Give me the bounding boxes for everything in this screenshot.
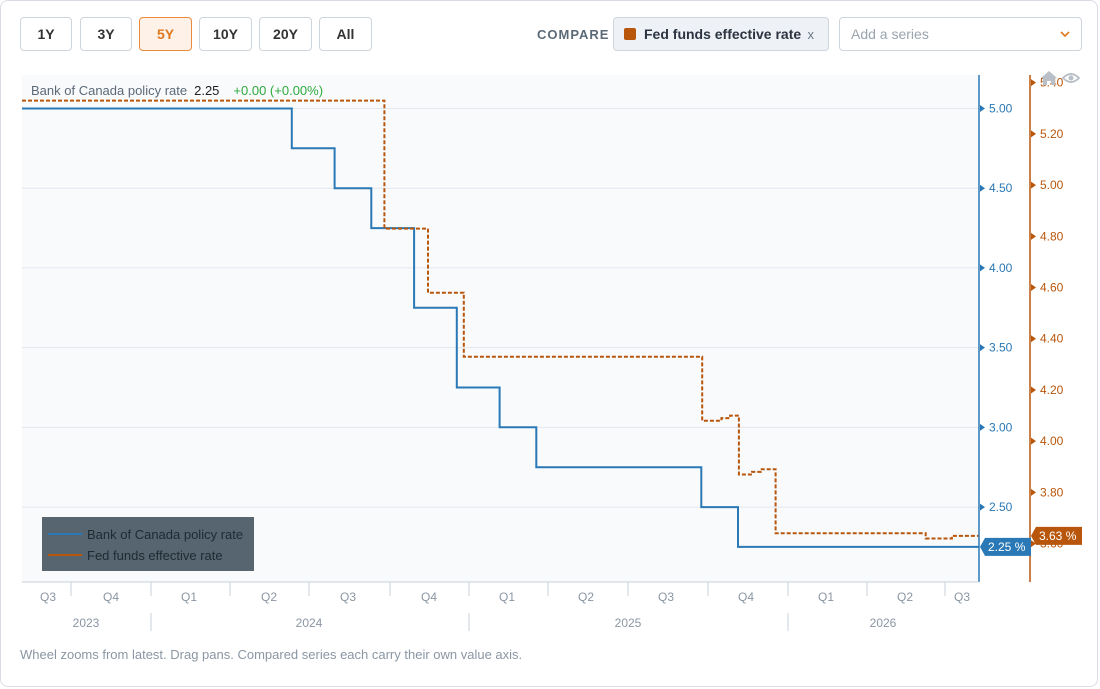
eye-icon-pupil: [1068, 75, 1074, 81]
series-line-boc: [22, 107, 979, 548]
y-left-tick-label: 4.50: [989, 181, 1013, 195]
home-icon[interactable]: [1041, 71, 1057, 85]
x-quarter-label: Q4: [738, 590, 754, 604]
y-right-tick-label: 4.00: [1040, 434, 1064, 448]
legend-label: Fed funds effective rate: [87, 548, 223, 563]
y-left-tick-label: 2.50: [989, 500, 1013, 514]
header-value: 2.25: [194, 83, 219, 98]
eye-icon-outline: [1061, 73, 1081, 83]
y-left-tick-label: 3.50: [989, 341, 1013, 355]
series-header: Bank of Canada policy rate 2.25 +0.00 (+0.…: [31, 83, 323, 98]
compare-chip-label: Fed funds effective rate: [644, 26, 802, 42]
y-left-tick: [980, 264, 985, 272]
y-right-tick-label: 4.20: [1040, 383, 1064, 397]
end-tag-bg: [980, 537, 1031, 556]
fed-end-value-tag: 3.63 %: [1031, 526, 1082, 545]
y-right-tick: [1031, 488, 1036, 496]
y-right-tick-label: 4.60: [1040, 281, 1064, 295]
y-left-tick: [980, 423, 985, 431]
y-right-tick: [1031, 540, 1036, 548]
x-quarter-label: Q1: [181, 590, 197, 604]
chevron-down-icon: [1060, 31, 1070, 38]
range-button-5y[interactable]: 5Y: [139, 17, 192, 51]
y-left-tick: [980, 344, 985, 352]
x-year-label: 2025: [615, 616, 642, 630]
plot-area: [22, 75, 979, 582]
x-quarter-label: Q3: [340, 590, 356, 604]
compare-chip[interactable]: Fed funds effective rate x: [613, 17, 829, 51]
eye-icon[interactable]: [1061, 73, 1081, 83]
x-year-label: 2024: [296, 616, 323, 630]
y-left-tick-label: 4.00: [989, 261, 1013, 275]
series-color-swatch: [624, 28, 636, 40]
x-quarter-label: Q1: [499, 590, 515, 604]
end-tag-label: 3.63 %: [1039, 529, 1077, 543]
y-right-tick: [1031, 284, 1036, 292]
y-right-tick: [1031, 79, 1036, 87]
legend-label: Bank of Canada policy rate: [87, 527, 243, 542]
footer-note: Wheel zooms from latest. Drag pans. Comp…: [20, 647, 523, 662]
y-right-tick: [1031, 335, 1036, 343]
y-right-tick: [1031, 437, 1036, 445]
add-series-select[interactable]: Add a series: [839, 17, 1082, 51]
legend-bg: [42, 517, 254, 571]
x-quarter-label: Q1: [818, 590, 834, 604]
compare-label: COMPARE: [537, 27, 610, 42]
range-button-1y[interactable]: 1Y: [20, 17, 72, 51]
end-tag-bg: [1031, 526, 1082, 545]
x-quarter-label: Q4: [103, 590, 119, 604]
y-right-tick-label: 5.00: [1040, 178, 1064, 192]
x-year-label: 2026: [870, 616, 897, 630]
y-right-tick-label: 3.80: [1040, 485, 1064, 499]
x-quarter-label: Q2: [578, 590, 594, 604]
y-right-tick-label: 5.20: [1040, 127, 1064, 141]
x-quarter-label: Q4: [421, 590, 437, 604]
y-left-tick-label: 5.00: [989, 101, 1013, 115]
y-right-tick: [1031, 130, 1036, 138]
range-button-all[interactable]: All: [319, 17, 372, 51]
header-series-name: Bank of Canada policy rate: [31, 83, 187, 98]
x-quarter-label: Q2: [897, 590, 913, 604]
x-quarter-label: Q2: [261, 590, 277, 604]
home-icon-shape: [1041, 71, 1057, 85]
x-quarter-label: Q3: [658, 590, 674, 604]
y-right-tick: [1031, 386, 1036, 394]
y-left-tick: [980, 104, 985, 112]
y-right-tick-label: 4.40: [1040, 332, 1064, 346]
boc-end-value-tag: 2.25 %: [980, 537, 1031, 556]
y-right-tick: [1031, 232, 1036, 240]
y-left-tick: [980, 184, 985, 192]
chart-legend: Bank of Canada policy rate Fed funds effe…: [42, 517, 254, 571]
y-right-tick-label: 4.80: [1040, 229, 1064, 243]
range-button-20y[interactable]: 20Y: [259, 17, 312, 51]
x-quarter-label: Q3: [954, 590, 970, 604]
x-year-label: 2023: [73, 616, 100, 630]
header-change: +0.00 (+0.00%): [233, 83, 323, 98]
y-left-tick-label: 3.00: [989, 420, 1013, 434]
remove-series-icon[interactable]: x: [807, 26, 815, 42]
range-button-10y[interactable]: 10Y: [199, 17, 252, 51]
range-button-3y[interactable]: 3Y: [80, 17, 132, 51]
rate-chart[interactable]: 2.503.003.504.004.505.003.603.804.004.20…: [1, 61, 1100, 641]
end-tag-label: 2.25 %: [988, 540, 1026, 554]
add-series-placeholder: Add a series: [851, 26, 929, 42]
y-right-tick: [1031, 181, 1036, 189]
y-left-tick: [980, 503, 985, 511]
x-quarter-label: Q3: [40, 590, 56, 604]
